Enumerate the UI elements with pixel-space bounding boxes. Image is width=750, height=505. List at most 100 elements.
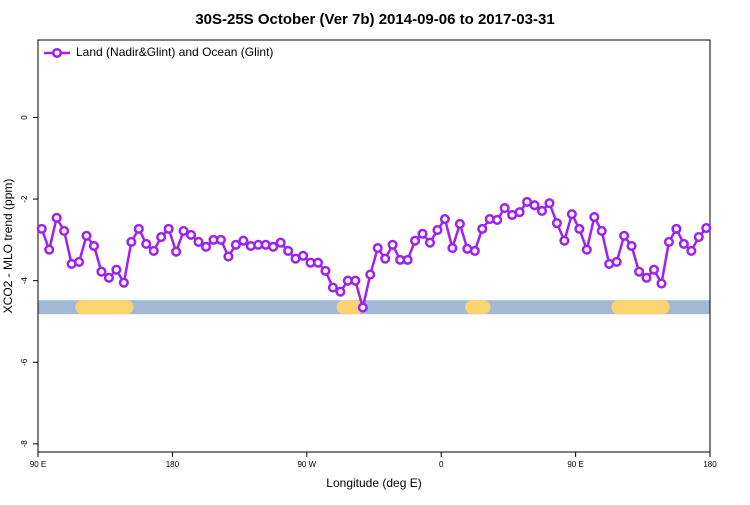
point <box>59 225 70 236</box>
point <box>686 245 697 256</box>
legend-label: Land (Nadir&Glint) and Ocean (Glint) <box>76 45 273 59</box>
point <box>275 237 286 248</box>
point <box>312 257 324 268</box>
point <box>626 240 637 252</box>
point <box>126 236 137 247</box>
point <box>74 256 85 267</box>
point <box>544 198 555 209</box>
land-segment <box>75 300 134 315</box>
point <box>327 282 338 293</box>
point <box>141 238 152 250</box>
y-tick-label: -8 <box>20 440 29 448</box>
point <box>648 264 660 275</box>
point <box>611 256 622 267</box>
point <box>223 251 234 262</box>
point <box>469 245 480 256</box>
x-tick-label: 180 <box>703 460 717 469</box>
point <box>701 223 712 234</box>
point <box>417 228 428 239</box>
point <box>88 240 100 252</box>
point <box>566 209 577 220</box>
land-segment <box>611 300 670 315</box>
point <box>51 212 62 223</box>
point <box>36 223 47 234</box>
point <box>186 229 197 241</box>
point <box>634 266 645 277</box>
point <box>163 223 174 234</box>
point <box>477 223 488 234</box>
land-segment <box>465 300 491 315</box>
point <box>380 253 391 264</box>
point <box>96 266 107 277</box>
point <box>193 236 204 247</box>
point <box>283 245 294 256</box>
point <box>402 254 413 265</box>
point <box>581 244 592 255</box>
point <box>551 218 562 229</box>
point <box>559 235 570 246</box>
y-axis-title: XCO2 - MLO trend (ppm) <box>1 179 15 314</box>
land-segment <box>336 300 364 315</box>
y-tick-label: -6 <box>20 358 29 366</box>
x-tick-label: 90 E <box>567 460 583 469</box>
point <box>678 238 689 250</box>
surface-strip <box>38 300 710 315</box>
point <box>432 225 443 236</box>
point <box>148 245 159 256</box>
point <box>81 230 92 241</box>
point <box>387 239 398 250</box>
y-tick-label: 0 <box>20 115 29 120</box>
point <box>178 225 189 236</box>
point <box>514 207 525 218</box>
point <box>596 225 607 236</box>
point <box>372 242 383 254</box>
legend-marker <box>51 47 63 59</box>
point <box>589 211 600 223</box>
point <box>492 214 503 225</box>
point <box>133 223 144 234</box>
point <box>656 278 667 289</box>
point <box>641 272 652 283</box>
point <box>320 265 331 276</box>
point <box>499 203 510 214</box>
point <box>536 205 548 216</box>
x-tick-label: 90 E <box>30 460 46 469</box>
point <box>619 230 630 241</box>
point <box>268 241 279 252</box>
point <box>238 235 249 246</box>
point <box>357 302 368 313</box>
chart-title: 30S-25S October (Ver 7b) 2014-09-06 to 2… <box>195 11 554 28</box>
series-line <box>40 200 708 308</box>
point <box>118 277 129 288</box>
point <box>171 246 182 257</box>
point <box>111 264 122 275</box>
y-tick-label: -4 <box>20 277 29 285</box>
point <box>365 269 376 280</box>
plot-frame <box>37 39 711 453</box>
x-tick-label: 90 W <box>297 460 316 469</box>
point <box>439 214 450 225</box>
point <box>44 244 55 255</box>
y-tick-label: -2 <box>20 195 29 203</box>
x-tick-label: 0 <box>439 460 444 469</box>
point <box>350 275 361 286</box>
point <box>424 237 436 248</box>
point <box>454 218 465 230</box>
point <box>103 272 114 283</box>
point <box>156 231 167 243</box>
point <box>410 235 421 246</box>
point <box>671 223 682 234</box>
point <box>298 250 309 261</box>
point <box>529 200 540 211</box>
point <box>215 234 226 245</box>
x-axis-title: Longitude (deg E) <box>326 476 421 490</box>
point <box>663 236 674 247</box>
point <box>447 242 458 254</box>
x-tick-label: 180 <box>166 460 180 469</box>
point <box>693 231 704 243</box>
point <box>200 241 212 252</box>
point <box>335 286 346 297</box>
point <box>230 239 241 250</box>
point <box>574 223 585 234</box>
